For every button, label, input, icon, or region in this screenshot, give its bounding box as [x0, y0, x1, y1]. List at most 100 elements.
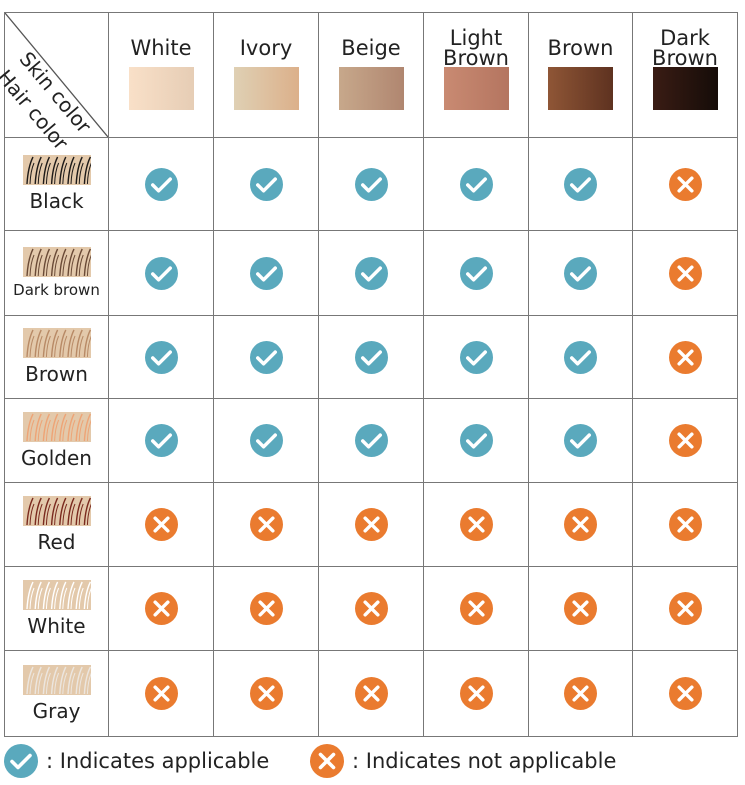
hair-color-header: Golden [5, 399, 109, 483]
cross-circle-icon [668, 508, 702, 541]
applicable-cell [109, 231, 214, 316]
applicable-cell [214, 138, 319, 231]
cross-circle-icon [249, 677, 283, 710]
skin-color-label: Brown [547, 36, 614, 60]
check-circle-icon [354, 424, 388, 457]
check-circle-icon [459, 256, 493, 290]
applicable-cell [424, 316, 529, 399]
compatibility-table: Skin color Hair color White Ivory Beige … [0, 12, 738, 737]
not-applicable-cell [319, 567, 424, 651]
applicable-cell [319, 399, 424, 483]
corner-header: Skin color Hair color [0, 13, 109, 154]
not-applicable-cell [424, 567, 529, 651]
check-circle-icon [144, 256, 178, 290]
not-applicable-cell [633, 567, 738, 651]
not-applicable-cell [529, 567, 633, 651]
hair-swatch [22, 411, 91, 442]
not-applicable-cell [633, 483, 738, 567]
hair-color-label: Golden [21, 445, 92, 470]
not-applicable-cell [214, 651, 319, 737]
hair-color-header: White [5, 567, 109, 651]
skin-color-swatch [233, 67, 299, 110]
applicable-cell [529, 316, 633, 399]
hair-swatch [22, 155, 91, 185]
skin-color-label: Beige [341, 36, 401, 60]
applicable-cell [529, 138, 633, 231]
not-applicable-cell [319, 483, 424, 567]
skin-color-swatch [128, 67, 194, 110]
skin-color-header: Beige [319, 13, 424, 138]
hair-color-label: White [27, 613, 86, 638]
cross-circle-icon [459, 677, 493, 710]
skin-color-label: Dark Brown [652, 26, 718, 70]
cross-circle-icon [668, 256, 702, 290]
legend-not-applicable-text: : Indicates not applicable [352, 749, 617, 773]
skin-color-label: White [130, 36, 192, 60]
applicable-cell [424, 231, 529, 316]
cross-circle-icon [668, 592, 702, 625]
hair-swatch [22, 247, 91, 277]
check-circle-icon [459, 424, 493, 457]
cross-circle-icon [668, 340, 702, 374]
applicable-cell [319, 231, 424, 316]
not-applicable-cell [109, 651, 214, 737]
cross-circle-icon [354, 508, 388, 541]
applicable-cell [214, 316, 319, 399]
check-circle-icon [459, 340, 493, 374]
skin-color-swatch [548, 67, 613, 110]
applicable-cell [424, 399, 529, 483]
not-applicable-cell [529, 483, 633, 567]
cross-circle-icon [144, 677, 178, 710]
hair-color-header: Brown [5, 316, 109, 399]
applicable-cell [109, 316, 214, 399]
applicable-cell [319, 316, 424, 399]
hair-swatch [22, 664, 91, 695]
cross-circle-icon [459, 508, 493, 541]
not-applicable-cell [424, 651, 529, 737]
check-circle-icon [249, 167, 283, 201]
cross-circle-icon [564, 677, 597, 710]
cross-circle-icon [354, 677, 388, 710]
applicable-cell [424, 138, 529, 231]
hair-color-header: Gray [5, 651, 109, 737]
cross-circle-icon [459, 592, 493, 625]
not-applicable-cell [633, 138, 738, 231]
not-applicable-cell [529, 651, 633, 737]
applicable-cell [319, 138, 424, 231]
skin-color-label: Ivory [239, 36, 293, 60]
applicable-cell [214, 231, 319, 316]
skin-color-swatch [652, 67, 718, 110]
hair-color-header: Dark brown [5, 231, 109, 316]
check-circle-icon [354, 340, 388, 374]
check-circle-icon [459, 167, 493, 201]
cross-circle-icon [668, 167, 702, 201]
skin-color-swatch [443, 67, 509, 110]
cross-circle-icon [564, 508, 597, 541]
cross-circle-icon [310, 744, 344, 778]
skin-color-label: Light Brown [443, 26, 509, 70]
skin-color-header: Brown [529, 13, 633, 138]
not-applicable-cell [109, 483, 214, 567]
hair-color-label: Gray [32, 698, 81, 723]
applicable-cell [529, 399, 633, 483]
hair-color-label: Red [37, 529, 76, 554]
cross-circle-icon [249, 592, 283, 625]
cross-circle-icon [144, 592, 178, 625]
cross-circle-icon [668, 424, 702, 457]
skin-color-swatch [338, 67, 404, 110]
check-circle-icon [354, 167, 388, 201]
not-applicable-cell [633, 231, 738, 316]
check-circle-icon [249, 424, 283, 457]
hair-color-label: Dark brown [13, 281, 100, 299]
check-circle-icon [249, 340, 283, 374]
applicable-cell [109, 399, 214, 483]
cross-circle-icon [564, 592, 597, 625]
check-circle-icon [249, 256, 283, 290]
not-applicable-cell [214, 567, 319, 651]
check-circle-icon [564, 167, 597, 201]
applicable-cell [109, 138, 214, 231]
cross-circle-icon [144, 508, 178, 541]
check-circle-icon [564, 256, 597, 290]
not-applicable-cell [109, 567, 214, 651]
diagonal-divider [5, 13, 108, 137]
